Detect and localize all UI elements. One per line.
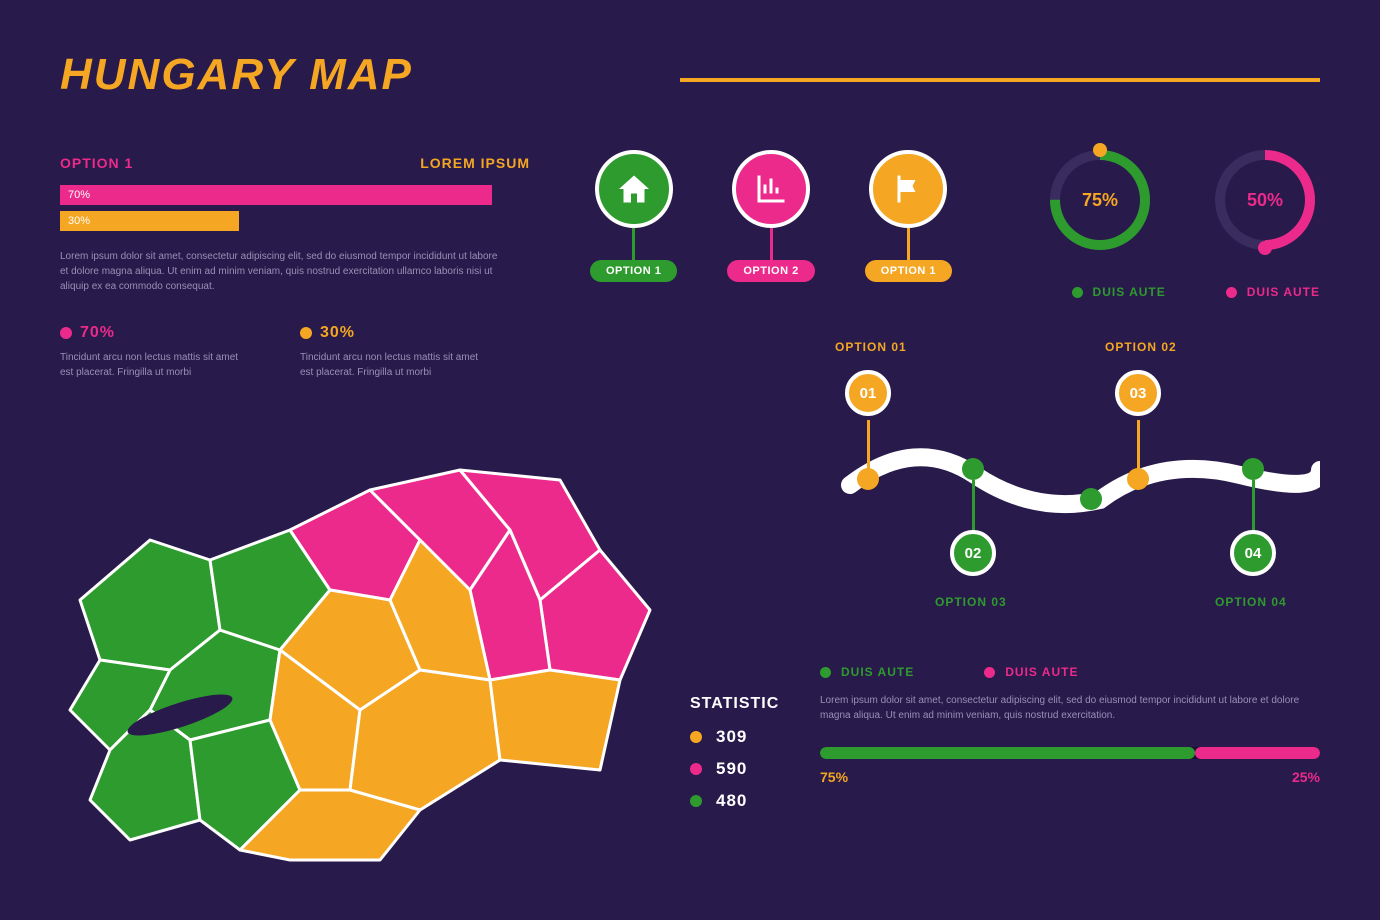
timeline-title: OPTION 04 — [1215, 595, 1287, 609]
page-title: HUNGARY MAP — [60, 50, 1320, 100]
donut-legend: DUIS AUTE DUIS AUTE — [1072, 285, 1320, 299]
badges-row: OPTION 1 OPTION 2 OPTION 1 — [590, 150, 952, 282]
map-region-s5 — [490, 670, 620, 770]
statistic-block: STATISTIC 309 590 480 — [690, 695, 779, 823]
timeline-title: OPTION 02 — [1105, 340, 1177, 354]
stat-row-1: 309 — [690, 727, 779, 747]
bar-1-fill — [60, 185, 492, 205]
timeline-wave — [820, 340, 1320, 620]
bar-header-left: OPTION 1 — [60, 155, 133, 171]
timeline-dot — [857, 468, 879, 490]
timeline-stem — [867, 420, 870, 470]
badge-home: OPTION 1 — [590, 150, 677, 282]
badge-2-stem — [770, 228, 773, 260]
donut-legend-1: DUIS AUTE — [1072, 285, 1166, 299]
donut-1-knob — [1093, 143, 1107, 157]
note-2-pct: 30% — [320, 324, 355, 341]
br-bar — [820, 747, 1320, 759]
note-2-dot — [300, 327, 312, 339]
timeline-dot — [962, 458, 984, 480]
note-1-pct: 70% — [80, 324, 115, 341]
timeline-number: 02 — [950, 530, 996, 576]
bar-2: 30% — [60, 211, 530, 231]
note-2: 30% Tincidunt arcu non lectus mattis sit… — [300, 324, 480, 380]
left-paragraph: Lorem ipsum dolor sit amet, consectetur … — [60, 249, 500, 294]
timeline-title: OPTION 01 — [835, 340, 907, 354]
timeline-dot — [1127, 468, 1149, 490]
br-bar-seg1 — [820, 747, 1195, 759]
note-1-dot — [60, 327, 72, 339]
home-icon — [595, 150, 673, 228]
note-1: 70% Tincidunt arcu non lectus mattis sit… — [60, 324, 240, 380]
stat-row-2: 590 — [690, 759, 779, 779]
stat-row-3: 480 — [690, 791, 779, 811]
bar-1: 70% — [60, 185, 530, 205]
timeline-title: OPTION 03 — [935, 595, 1007, 609]
badge-2-pill: OPTION 2 — [727, 260, 814, 282]
br-bar-label-left: 75% — [820, 769, 848, 785]
statistic-title: STATISTIC — [690, 695, 779, 713]
br-legend: DUIS AUTE DUIS AUTE — [820, 665, 1320, 679]
timeline-stem — [1137, 420, 1140, 470]
br-paragraph: Lorem ipsum dolor sit amet, consectetur … — [820, 693, 1320, 723]
timeline-dot — [1080, 488, 1102, 510]
chart-icon — [732, 150, 810, 228]
donut-2: 50% — [1210, 145, 1320, 255]
donut-legend-2: DUIS AUTE — [1226, 285, 1320, 299]
left-column: OPTION 1 LOREM IPSUM 70% 30% Lorem ipsum… — [60, 155, 530, 380]
note-2-text: Tincidunt arcu non lectus mattis sit ame… — [300, 350, 480, 380]
bar-2-label: 30% — [60, 215, 90, 227]
timeline-number: 03 — [1115, 370, 1161, 416]
br-bar-label-right: 25% — [1292, 769, 1320, 785]
donut-1-label: 75% — [1045, 145, 1155, 255]
timeline-stem — [972, 480, 975, 530]
badge-chart: OPTION 2 — [727, 150, 814, 282]
hungary-map — [40, 420, 670, 880]
timeline-dot — [1242, 458, 1264, 480]
donut-2-label: 50% — [1210, 145, 1320, 255]
bar-1-label: 70% — [60, 189, 90, 201]
donut-2-knob — [1258, 241, 1272, 255]
bottom-right-block: DUIS AUTE DUIS AUTE Lorem ipsum dolor si… — [820, 665, 1320, 785]
bar-header: OPTION 1 LOREM IPSUM — [60, 155, 530, 171]
badge-3-stem — [907, 228, 910, 260]
badge-flag: OPTION 1 — [865, 150, 952, 282]
note-1-text: Tincidunt arcu non lectus mattis sit ame… — [60, 350, 240, 380]
timeline-stem — [1252, 480, 1255, 530]
badge-1-stem — [632, 228, 635, 260]
badge-3-pill: OPTION 1 — [865, 260, 952, 282]
donuts-row: 75% 50% — [1045, 145, 1320, 255]
badge-1-pill: OPTION 1 — [590, 260, 677, 282]
br-legend-2: DUIS AUTE — [984, 665, 1078, 679]
br-bar-seg2 — [1195, 747, 1320, 759]
timeline-number: 04 — [1230, 530, 1276, 576]
timeline: OPTION 01 OPTION 02 OPTION 03 OPTION 04 01 03… — [820, 340, 1320, 620]
br-legend-1: DUIS AUTE — [820, 665, 914, 679]
timeline-number: 01 — [845, 370, 891, 416]
br-bar-labels: 75% 25% — [820, 769, 1320, 785]
flag-icon — [869, 150, 947, 228]
bar-header-right: LOREM IPSUM — [420, 155, 530, 171]
divider-top — [680, 78, 1320, 82]
donut-1: 75% — [1045, 145, 1155, 255]
notes-row: 70% Tincidunt arcu non lectus mattis sit… — [60, 324, 530, 380]
